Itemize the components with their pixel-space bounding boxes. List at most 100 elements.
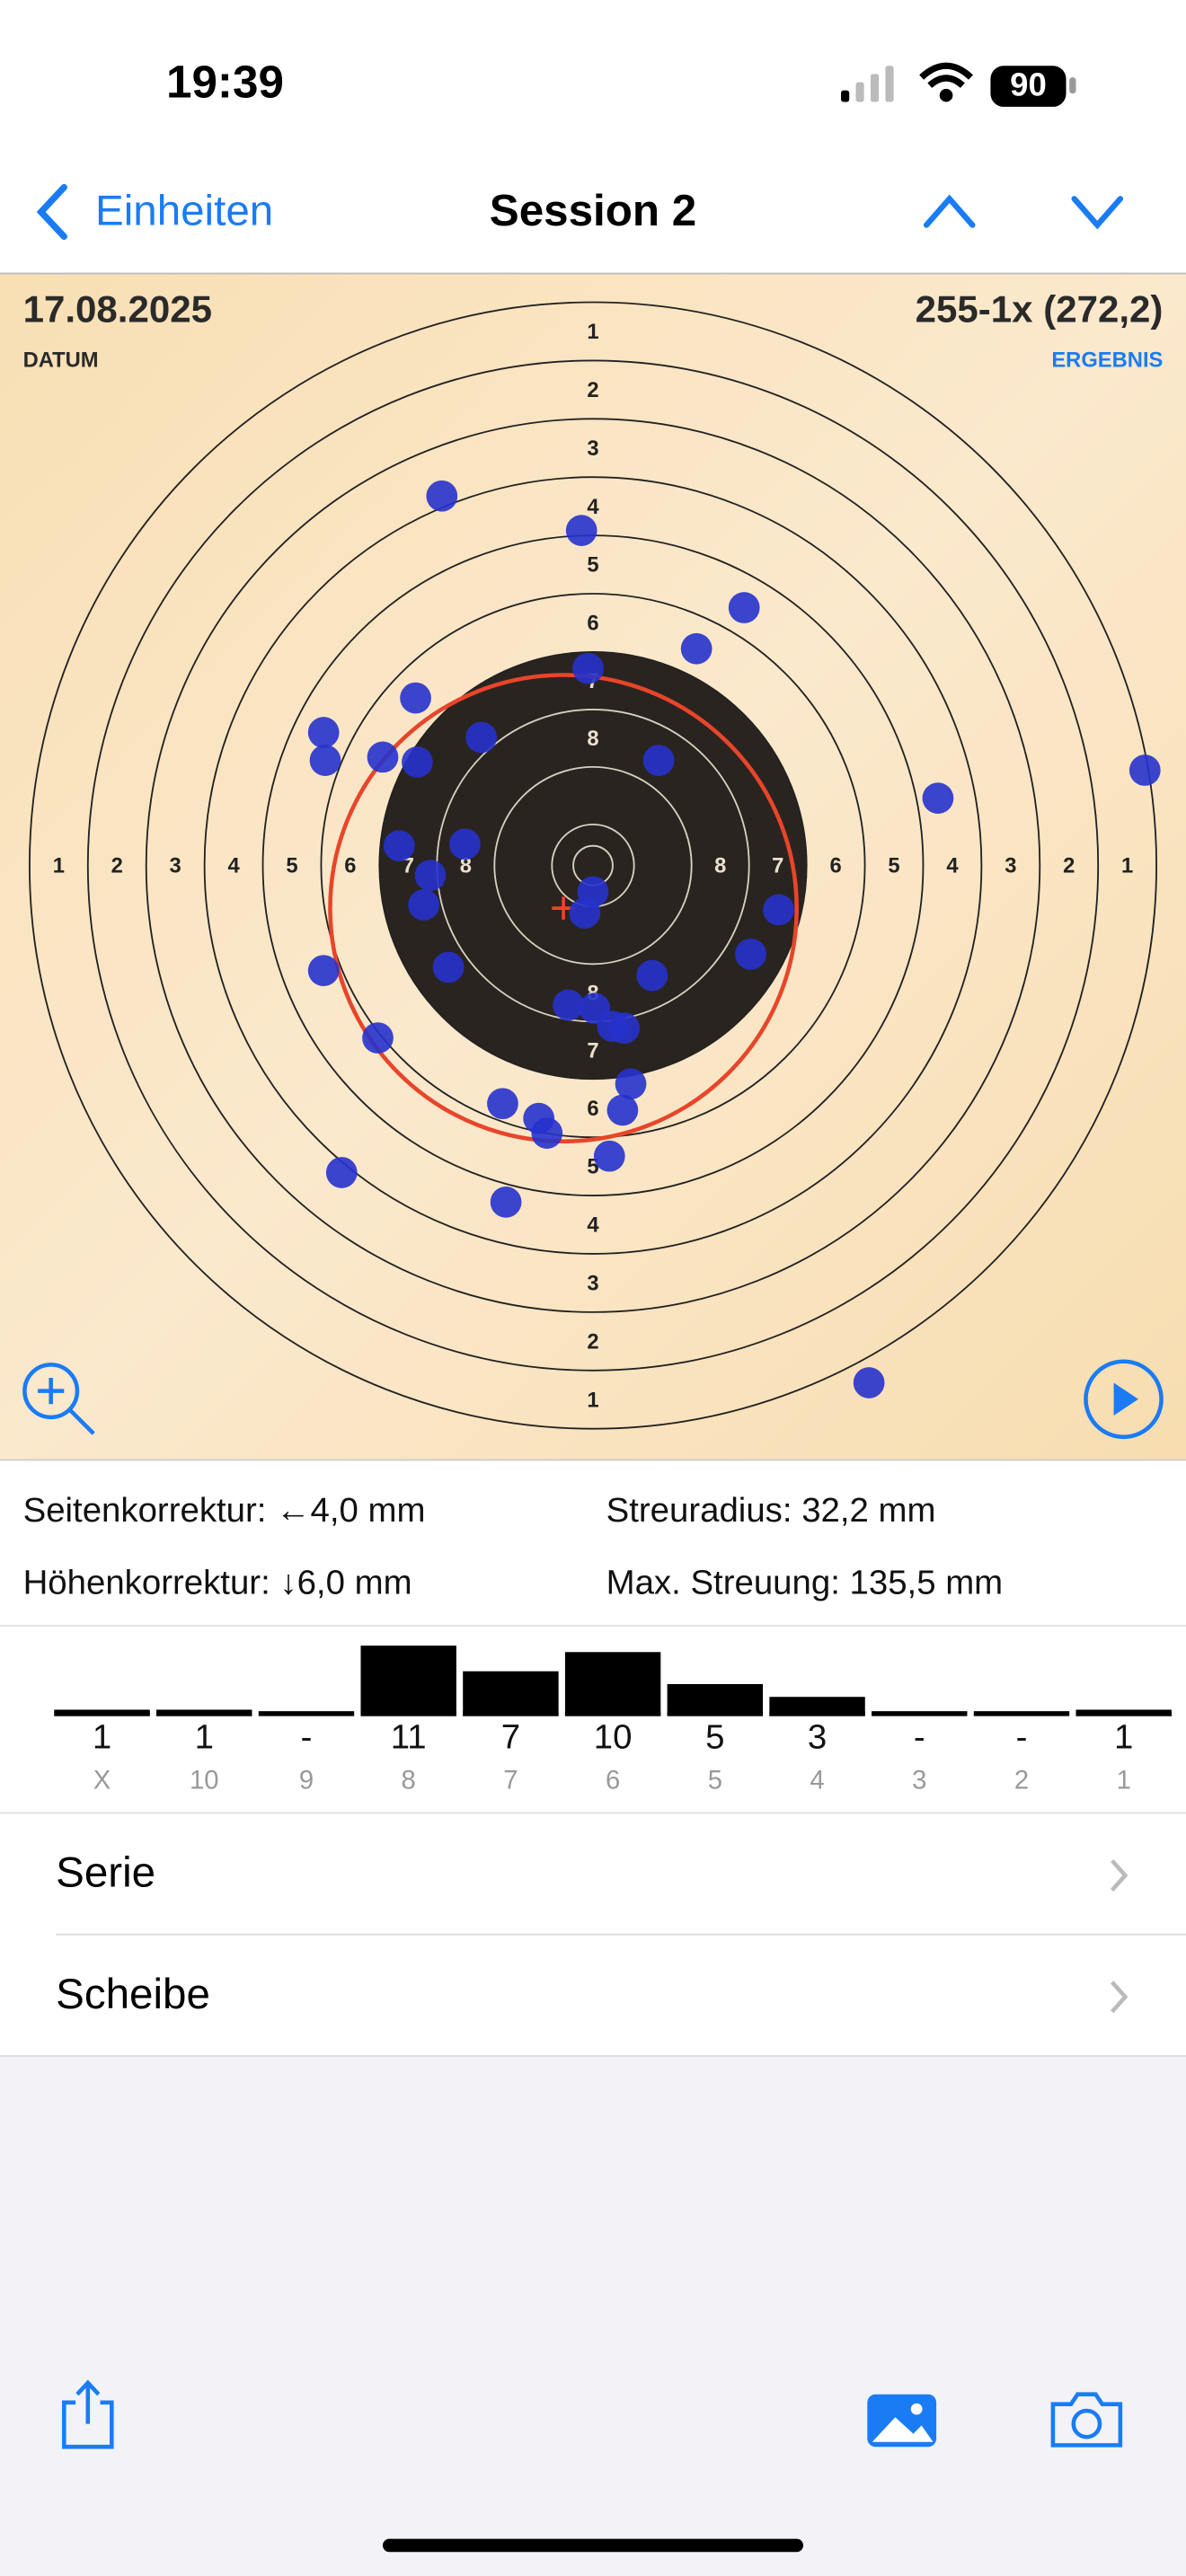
shot <box>728 592 760 623</box>
score-label: 3 <box>912 1766 926 1795</box>
ring-label: 1 <box>53 854 65 878</box>
shot <box>487 1088 518 1120</box>
ring <box>203 476 983 1255</box>
next-button[interactable] <box>1071 196 1124 230</box>
shot <box>606 1094 639 1126</box>
ring-label: 3 <box>170 854 181 878</box>
photo-button[interactable] <box>867 2394 937 2448</box>
ring-label: 5 <box>286 854 297 878</box>
ring-label: 8 <box>460 854 472 878</box>
shot <box>307 955 340 986</box>
ring <box>378 651 808 1081</box>
shot <box>309 745 341 776</box>
shot <box>362 1022 394 1054</box>
list-row[interactable]: Serie <box>56 1849 155 1897</box>
shot <box>408 889 440 921</box>
bar <box>156 1709 252 1716</box>
shot <box>853 1367 885 1398</box>
baseline <box>973 1711 1070 1716</box>
prev-button[interactable] <box>923 194 976 228</box>
shot <box>367 741 399 773</box>
count-label: 1 <box>195 1717 214 1756</box>
score-label: 2 <box>1014 1766 1029 1795</box>
shot <box>763 894 794 926</box>
nav-title: Session 2 <box>490 186 696 235</box>
date: 17.08.2025 <box>23 288 212 331</box>
count-label: - <box>1016 1717 1028 1756</box>
ring-label: 1 <box>1121 854 1133 878</box>
score-label: 9 <box>299 1766 314 1795</box>
shot <box>608 1012 641 1044</box>
ring-label: 2 <box>587 378 598 402</box>
back-button[interactable]: Einheiten <box>95 187 273 234</box>
clock: 19:39 <box>166 57 284 108</box>
bar <box>360 1645 456 1716</box>
score-label: 1 <box>1117 1766 1131 1795</box>
bar <box>463 1671 559 1716</box>
header-bg <box>0 0 1186 273</box>
shot <box>636 959 668 992</box>
ring <box>28 301 1158 1430</box>
shot <box>414 860 447 891</box>
height-correction: Höhenkorrektur: ↓6,0 mm <box>23 1564 412 1602</box>
ring-label: 4 <box>587 1213 599 1238</box>
ring-label: 6 <box>830 854 842 878</box>
shot <box>922 782 954 814</box>
target: 11112222333344445555666677778888 <box>28 301 1161 1430</box>
shot <box>680 632 712 665</box>
count-label: - <box>914 1717 925 1756</box>
shot <box>572 652 604 684</box>
bar <box>1075 1709 1172 1716</box>
ring-label: 2 <box>111 854 123 878</box>
shot <box>553 989 584 1021</box>
shot <box>432 951 465 984</box>
baseline <box>872 1711 968 1716</box>
signal <box>841 66 894 102</box>
ring-label: 5 <box>587 553 598 578</box>
count-label: 1 <box>93 1717 111 1756</box>
back-chevron[interactable] <box>36 183 67 241</box>
count-label: 3 <box>808 1717 827 1756</box>
share-button[interactable] <box>62 2379 114 2449</box>
wifi-dot <box>939 88 953 102</box>
ring-label: 3 <box>1005 854 1016 878</box>
shot <box>490 1187 522 1218</box>
score-label: 5 <box>708 1766 722 1795</box>
shot <box>307 717 340 748</box>
max-spread: Max. Streuung: 135,5 mm <box>606 1564 1004 1602</box>
ring <box>320 593 866 1139</box>
zoom-button[interactable] <box>22 1363 95 1435</box>
shot <box>735 938 766 970</box>
ring-label: 7 <box>587 1038 598 1063</box>
ring-label: 1 <box>587 1388 598 1412</box>
home-indicator <box>382 2538 804 2553</box>
ring-label: 8 <box>714 854 726 878</box>
result-label: ERGEBNIS <box>1051 348 1163 373</box>
list-row[interactable]: Scheibe <box>56 1971 210 2018</box>
shot <box>569 897 601 929</box>
spread-circle <box>328 673 799 1144</box>
ring-label: 1 <box>587 320 598 344</box>
count-label: - <box>301 1717 313 1756</box>
ring-label: 2 <box>587 1329 598 1354</box>
ring-label: 6 <box>344 854 356 878</box>
camera-button[interactable] <box>1050 2392 1123 2448</box>
shot <box>426 480 458 512</box>
battery <box>990 66 1067 107</box>
shot <box>402 746 433 778</box>
score-label: 10 <box>190 1766 219 1795</box>
score-label: 7 <box>503 1766 518 1795</box>
shot <box>325 1157 358 1188</box>
count-label: 10 <box>594 1717 633 1756</box>
result: 255-1x (272,2) <box>916 288 1164 331</box>
ring-label: 5 <box>888 854 899 878</box>
ring <box>86 359 1100 1372</box>
score-label: 8 <box>402 1766 416 1795</box>
shot <box>465 721 498 754</box>
play-button[interactable] <box>1084 1359 1164 1440</box>
shot <box>642 745 675 776</box>
baseline <box>258 1711 355 1716</box>
bar <box>667 1683 764 1716</box>
